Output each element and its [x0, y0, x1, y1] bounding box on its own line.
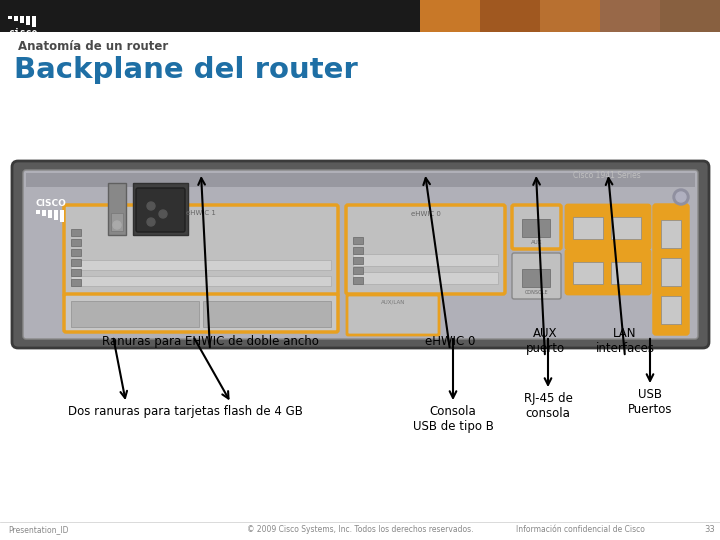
Bar	[522, 219, 550, 237]
Bar	[111, 213, 123, 231]
Bar	[42, 210, 46, 216]
Text: LAN
interfaces: LAN interfaces	[595, 327, 654, 355]
Bar	[573, 262, 603, 284]
Bar	[353, 237, 363, 244]
Text: Presentation_ID: Presentation_ID	[8, 525, 68, 535]
Bar	[26, 16, 30, 25]
Text: 33: 33	[705, 525, 716, 535]
Bar	[48, 210, 52, 218]
Bar	[353, 254, 498, 266]
FancyBboxPatch shape	[512, 205, 561, 249]
Bar	[660, 0, 720, 32]
Text: eHWIC 1: eHWIC 1	[186, 210, 216, 216]
Bar	[353, 277, 363, 284]
Circle shape	[159, 210, 167, 218]
Bar	[522, 269, 550, 287]
Bar	[71, 229, 81, 236]
Circle shape	[147, 218, 155, 226]
Text: eHWIC 0: eHWIC 0	[425, 335, 475, 348]
FancyBboxPatch shape	[136, 188, 185, 232]
Circle shape	[147, 202, 155, 210]
FancyBboxPatch shape	[512, 253, 561, 299]
Text: © 2009 Cisco Systems, Inc. Todos los derechos reservados.: © 2009 Cisco Systems, Inc. Todos los der…	[247, 525, 473, 535]
Bar	[133, 183, 188, 235]
FancyBboxPatch shape	[23, 170, 698, 339]
Text: Información confidencial de Cisco: Información confidencial de Cisco	[516, 525, 644, 535]
Bar	[661, 258, 681, 286]
Bar	[71, 269, 81, 276]
Circle shape	[676, 192, 686, 202]
Text: Dos ranuras para tarjetas flash de 4 GB: Dos ranuras para tarjetas flash de 4 GB	[68, 405, 302, 418]
FancyBboxPatch shape	[347, 295, 439, 335]
Text: USB
Puertos: USB Puertos	[628, 388, 672, 416]
FancyBboxPatch shape	[566, 250, 650, 294]
Bar	[8, 16, 12, 19]
Bar	[600, 0, 660, 32]
Bar	[353, 267, 363, 274]
Bar	[71, 259, 81, 266]
Bar	[108, 183, 126, 235]
Bar	[60, 210, 64, 222]
Bar	[14, 16, 18, 21]
Bar	[480, 0, 540, 32]
Bar	[71, 276, 331, 286]
Bar	[420, 0, 480, 32]
Text: cisco.: cisco.	[8, 28, 43, 38]
Text: Consola
USB de tipo B: Consola USB de tipo B	[413, 405, 493, 433]
Bar	[540, 0, 600, 32]
FancyBboxPatch shape	[346, 205, 505, 294]
Bar	[54, 210, 58, 220]
Bar	[573, 217, 603, 239]
Bar	[611, 262, 641, 284]
Text: Cisco 1941 Series: Cisco 1941 Series	[573, 171, 641, 179]
Bar	[203, 301, 331, 327]
Bar	[0, 0, 420, 32]
Circle shape	[673, 189, 689, 205]
Bar	[26, 173, 695, 187]
FancyBboxPatch shape	[566, 205, 650, 249]
Text: AUX/LAN: AUX/LAN	[381, 300, 405, 305]
Bar	[32, 16, 36, 27]
Circle shape	[113, 221, 121, 229]
Bar	[661, 296, 681, 324]
Bar	[71, 239, 81, 246]
Text: Anatomía de un router: Anatomía de un router	[18, 39, 168, 52]
Text: CONSOLE: CONSOLE	[525, 291, 549, 295]
Bar	[71, 249, 81, 256]
Bar	[353, 247, 363, 254]
Bar	[36, 210, 40, 214]
Bar	[71, 279, 81, 286]
Bar	[353, 272, 498, 284]
FancyBboxPatch shape	[12, 161, 709, 348]
Bar	[71, 301, 199, 327]
Text: AUX
puerto: AUX puerto	[526, 327, 564, 355]
Text: Ranuras para EHWIC de doble ancho: Ranuras para EHWIC de doble ancho	[102, 335, 318, 348]
Bar	[611, 217, 641, 239]
Text: Backplane del router: Backplane del router	[14, 56, 358, 84]
FancyBboxPatch shape	[64, 205, 338, 296]
Bar	[71, 260, 331, 270]
Text: CISCO: CISCO	[36, 199, 67, 208]
Text: RJ-45 de
consola: RJ-45 de consola	[523, 392, 572, 420]
FancyBboxPatch shape	[654, 205, 688, 334]
Text: AUX: AUX	[531, 240, 542, 246]
Bar	[661, 220, 681, 248]
Bar	[353, 257, 363, 264]
Text: eHWIC 0: eHWIC 0	[410, 211, 441, 217]
Bar	[20, 16, 24, 23]
FancyBboxPatch shape	[64, 294, 338, 332]
